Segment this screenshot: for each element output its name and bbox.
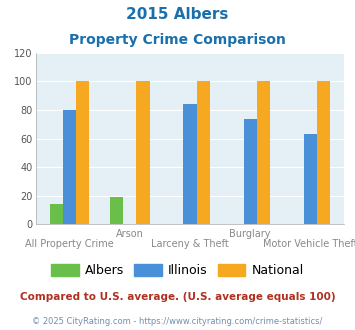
Bar (50, 204, 63, 224)
Text: 2015 Albers: 2015 Albers (126, 7, 229, 21)
Bar (304, 134, 317, 224)
Bar (317, 82, 330, 224)
Bar (110, 197, 123, 224)
Bar (136, 82, 149, 224)
Text: Larceny & Theft: Larceny & Theft (151, 239, 229, 249)
Legend: Albers, Illinois, National: Albers, Illinois, National (46, 259, 309, 282)
Bar (257, 82, 270, 224)
Text: Burglary: Burglary (229, 229, 271, 239)
Bar (183, 104, 197, 224)
Text: Arson: Arson (116, 229, 144, 239)
Bar (197, 82, 210, 224)
Bar (76, 82, 89, 224)
Text: Motor Vehicle Theft: Motor Vehicle Theft (263, 239, 355, 249)
Bar (244, 118, 257, 224)
Text: All Property Crime: All Property Crime (25, 239, 114, 249)
Text: © 2025 CityRating.com - https://www.cityrating.com/crime-statistics/: © 2025 CityRating.com - https://www.city… (32, 317, 323, 326)
Text: Compared to U.S. average. (U.S. average equals 100): Compared to U.S. average. (U.S. average … (20, 292, 335, 302)
Bar (63, 110, 76, 224)
Text: Property Crime Comparison: Property Crime Comparison (69, 33, 286, 47)
